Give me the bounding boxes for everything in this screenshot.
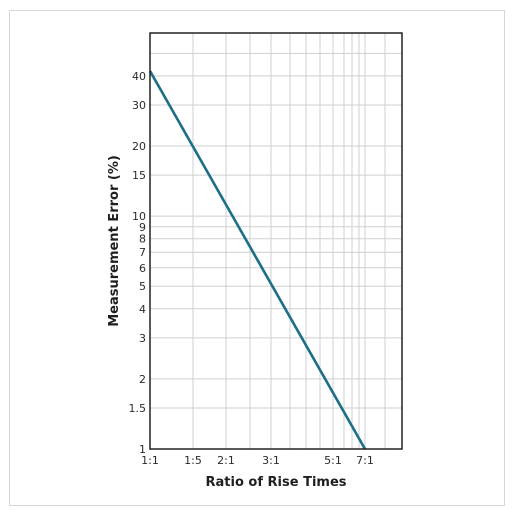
grid xyxy=(149,33,403,450)
x-tick-label: 3:1 xyxy=(262,454,280,467)
y-tick-label: 30 xyxy=(132,99,146,112)
y-tick-label: 2 xyxy=(139,373,146,386)
y-tick-label: 5 xyxy=(139,280,146,293)
y-tick-label: 7 xyxy=(139,246,146,259)
y-tick-label: 4 xyxy=(139,303,146,316)
y-tick-label: 6 xyxy=(139,262,146,275)
y-tick-label: 40 xyxy=(132,70,146,83)
y-tick-label: 8 xyxy=(139,233,146,246)
y-tick-label: 3 xyxy=(139,332,146,345)
series-line xyxy=(148,70,367,450)
x-tick-label: 1:1 xyxy=(141,454,159,467)
x-axis-label: Ratio of Rise Times xyxy=(206,475,347,490)
x-tick-label: 2:1 xyxy=(217,454,235,467)
y-tick-label: 20 xyxy=(132,140,146,153)
y-tick-label: 1 xyxy=(139,443,146,456)
x-tick-labels: 1:1 1:5 2:1 3:1 5:1 7:1 xyxy=(141,454,374,467)
y-tick-label: 1.5 xyxy=(129,402,147,415)
series-layer xyxy=(148,70,367,450)
y-tick-label: 10 xyxy=(132,210,146,223)
x-tick-label: 7:1 xyxy=(356,454,374,467)
y-tick-label: 9 xyxy=(139,221,146,234)
x-tick-label: 5:1 xyxy=(324,454,342,467)
plot-border xyxy=(149,32,403,450)
x-tick-label: 1:5 xyxy=(184,454,202,467)
y-tick-label: 15 xyxy=(132,169,146,182)
y-axis-label: Measurement Error (%) xyxy=(107,155,122,327)
